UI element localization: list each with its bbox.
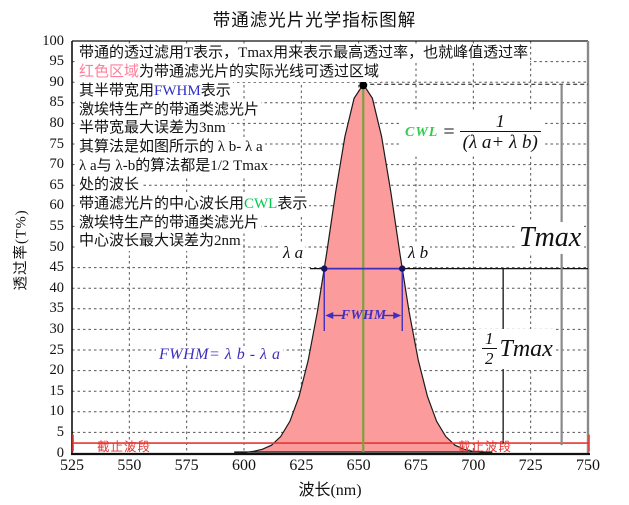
info-text: 表示 <box>277 195 308 212</box>
half-fraction: 1 2 <box>481 329 498 369</box>
y-tick-label-35: 35 <box>49 300 65 317</box>
info-text-block: 带通的透过滤用T表示，Tmax用来表示最高透过率，也就峰值透过率 红色区域为带通滤… <box>77 44 531 252</box>
half-tmax-text: Tmax <box>499 335 553 362</box>
y-tick-label-15: 15 <box>49 382 65 399</box>
x-tick-label-550: 550 <box>117 457 142 474</box>
cwl-formula-numerator: 1 <box>495 111 505 131</box>
info-line-3: 其半带宽用FWHM表示 <box>77 81 233 101</box>
y-tick-label-70: 70 <box>49 156 65 173</box>
info-highlight-green: CWL <box>244 195 278 212</box>
x-tick-label-650: 650 <box>346 457 371 474</box>
x-tick-label-675: 675 <box>404 457 428 474</box>
half-tmax-label: 1 2 Tmax <box>479 329 555 369</box>
y-tick-label-100: 100 <box>42 32 64 49</box>
cwl-formula-lhs: CWL <box>405 124 439 140</box>
info-text: 为带通滤光片的实际光线可透过区域 <box>139 63 380 80</box>
peak-dot <box>359 81 368 90</box>
x-tick-label-525: 525 <box>60 457 84 474</box>
cutoff-band-label-right: 截止波段 <box>458 439 513 454</box>
info-text: λ a与 λ-b的算法都是1/2 Tmax <box>79 158 269 175</box>
cwl-formula-equals: = <box>443 121 455 143</box>
info-text: 其算法是如图所示的 λ b- λ a <box>79 139 263 156</box>
y-tick-label-5: 5 <box>56 423 64 440</box>
y-tick-label-0: 0 <box>56 444 64 461</box>
y-axis-title: 透过率(T%) <box>13 209 30 291</box>
y-tick-label-30: 30 <box>49 320 65 337</box>
info-text: 表示 <box>200 82 231 99</box>
fwhm-arrowhead-right <box>393 312 402 319</box>
half-numerator: 1 <box>485 329 494 348</box>
info-line-11: 中心波长最大误差为2nm <box>77 232 243 252</box>
y-tick-label-60: 60 <box>49 197 65 214</box>
info-line-4: 激埃特生产的带通类滤光片 <box>77 100 262 120</box>
lambda-b-dot <box>399 265 406 272</box>
fwhm-dimension-label: FWHM <box>341 306 387 322</box>
y-tick-label-85: 85 <box>49 94 65 111</box>
fwhm-formula: FWHM= λ b - λ a <box>156 346 284 364</box>
x-tick-label-600: 600 <box>232 457 256 474</box>
y-tick-label-25: 25 <box>49 341 65 358</box>
fwhm-arrowhead-left <box>325 312 334 319</box>
info-text: 处的波长 <box>79 176 140 193</box>
info-text: 激埃特生产的带通类滤光片 <box>79 101 260 118</box>
lambda-a-label: λ a <box>281 243 306 263</box>
info-line-1: 带通的透过滤用T表示，Tmax用来表示最高透过率，也就峰值透过率 <box>77 44 531 63</box>
y-tick-label-80: 80 <box>49 114 65 131</box>
info-highlight-blue: FWHM <box>154 82 201 99</box>
cwl-formula-denominator: (λ a+ λ b) <box>459 131 541 154</box>
info-text: 带通滤光片的中心波长用 <box>79 195 245 212</box>
x-tick-label-700: 700 <box>461 457 486 474</box>
info-highlight-pink: 红色区域 <box>79 63 140 80</box>
x-axis-title: 波长(nm) <box>298 482 362 499</box>
y-tick-label-55: 55 <box>49 217 65 234</box>
info-line-9: 带通滤光片的中心波长用CWL表示 <box>77 194 310 214</box>
info-text: 激埃特生产的带通类滤光片 <box>79 214 260 231</box>
info-text: 中心波长最大误差为2nm <box>79 233 241 250</box>
y-tick-label-65: 65 <box>49 176 65 193</box>
lambda-a-dot <box>321 265 328 272</box>
info-text: 其半带宽用 <box>79 82 155 99</box>
x-tick-label-625: 625 <box>289 457 314 474</box>
y-tick-label-50: 50 <box>49 238 65 255</box>
tmax-label: Tmax <box>516 222 585 254</box>
y-tick-label-20: 20 <box>49 362 65 379</box>
cutoff-band-label-left: 截止波段 <box>97 439 152 454</box>
x-tick-label-575: 575 <box>174 457 199 474</box>
y-tick-label-45: 45 <box>49 259 65 276</box>
info-line-6: 其算法是如图所示的 λ b- λ a <box>77 138 265 158</box>
x-tick-label-725: 725 <box>518 457 543 474</box>
cwl-formula: CWL = 1 (λ a+ λ b) <box>402 110 544 155</box>
y-tick-label-75: 75 <box>49 135 65 152</box>
info-line-8: 处的波长 <box>77 175 142 195</box>
y-tick-label-40: 40 <box>49 279 65 296</box>
info-line-5: 半带宽最大误差为3nm <box>77 119 228 139</box>
y-tick-label-10: 10 <box>49 403 65 420</box>
cwl-formula-fraction: 1 (λ a+ λ b) <box>459 111 541 154</box>
info-line-2: 红色区域为带通滤光片的实际光线可透过区域 <box>77 62 382 82</box>
x-tick-label-750: 750 <box>576 457 600 474</box>
lambda-b-label: λ b <box>406 243 431 263</box>
y-tick-label-90: 90 <box>49 73 65 90</box>
info-line-10: 激埃特生产的带通类滤光片 <box>77 213 262 233</box>
chart-title: 带通滤光片光学指标图解 <box>212 10 417 30</box>
info-text: 带通的透过滤用T表示，Tmax用来表示最高透过率，也就峰值透过率 <box>79 45 529 61</box>
y-tick-label-95: 95 <box>49 53 65 70</box>
info-text: 半带宽最大误差为3nm <box>79 120 226 137</box>
half-denominator: 2 <box>482 348 497 369</box>
info-line-7: λ a与 λ-b的算法都是1/2 Tmax <box>77 157 271 176</box>
